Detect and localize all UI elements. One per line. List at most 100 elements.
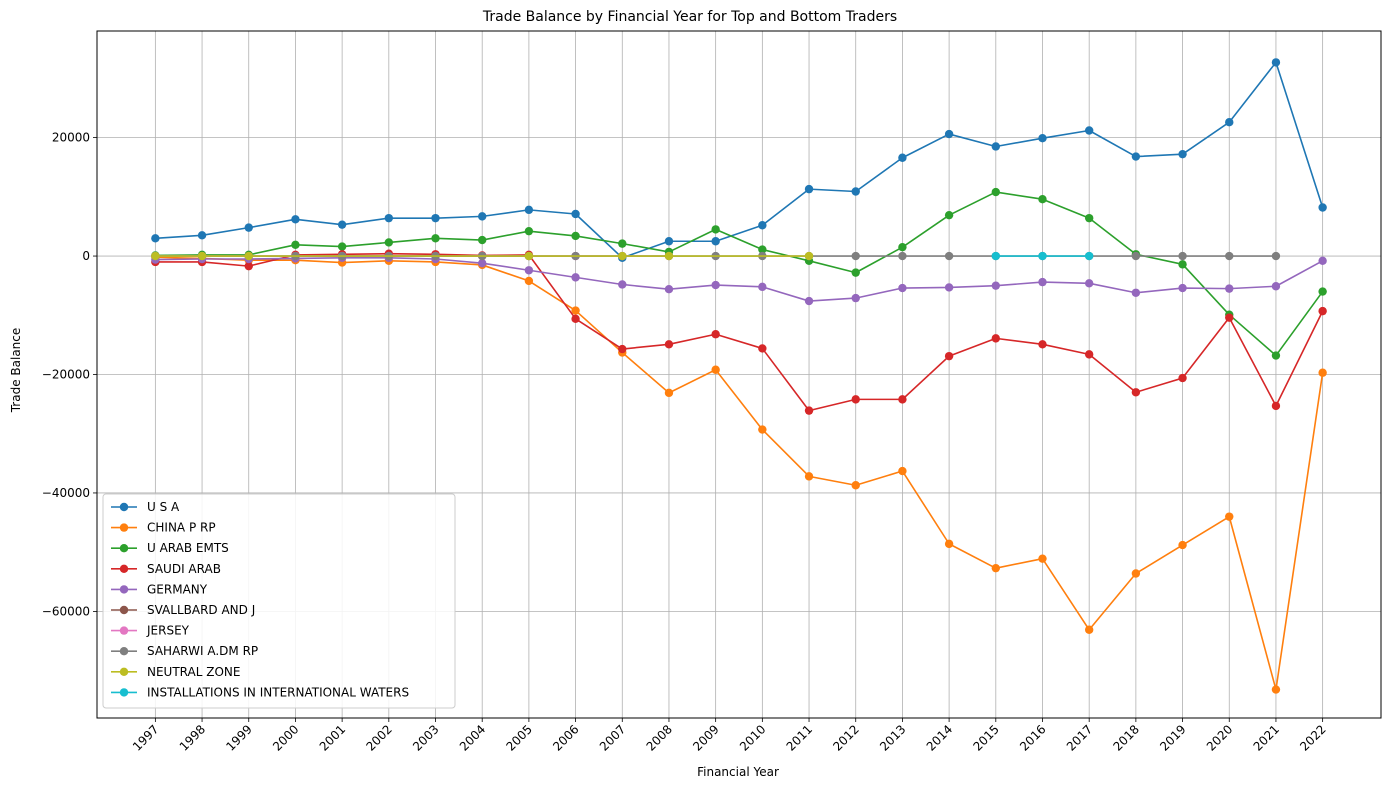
x-tick-label: 2003: [410, 722, 441, 753]
data-point: [1178, 373, 1187, 383]
legend-entry: CHINA P RP: [111, 521, 216, 535]
legend-label: SVALLBARD AND J: [147, 603, 255, 617]
data-point: [1225, 251, 1234, 261]
data-point: [1038, 277, 1047, 287]
x-tick-label: 1997: [130, 722, 161, 753]
y-tick-label: −40000: [42, 486, 90, 500]
x-tick-label: 2010: [737, 722, 768, 753]
data-point: [1084, 251, 1094, 261]
series-layer: [151, 58, 1327, 694]
legend-swatch-marker: [119, 564, 129, 573]
data-point: [1318, 256, 1327, 265]
data-point: [1038, 133, 1047, 143]
data-point: [618, 251, 627, 261]
data-point: [1318, 287, 1327, 296]
x-tick-label: 2007: [597, 722, 628, 753]
y-tick-label: −20000: [42, 368, 90, 382]
data-point: [991, 334, 1000, 343]
data-point: [991, 187, 1000, 197]
data-point: [664, 251, 674, 261]
x-tick-label: 2013: [877, 722, 908, 753]
grid: [97, 31, 1381, 718]
data-point: [524, 266, 534, 275]
x-tick-label: 2012: [830, 722, 861, 753]
data-point: [758, 425, 767, 434]
data-point: [944, 129, 954, 139]
data-point: [571, 306, 580, 315]
data-point: [1084, 279, 1094, 288]
x-tick-label: 1999: [223, 722, 254, 753]
data-point: [571, 209, 580, 219]
data-point: [758, 221, 767, 230]
legend-label: GERMANY: [147, 582, 208, 596]
data-point: [851, 395, 860, 404]
legend-swatch-marker: [119, 688, 129, 697]
legend-swatch-marker: [119, 626, 129, 635]
series-line: [155, 257, 1324, 302]
y-axis-ticks: −60000 −40000 −20000 0 20000: [42, 131, 97, 618]
x-axis-ticks: 1997 1998 1999 2000 2001 2002 2003 2004 2005 2006…: [130, 718, 1329, 754]
x-tick-label: 2019: [1157, 722, 1188, 753]
x-tick-label: 2002: [363, 722, 394, 753]
x-tick-label: 2008: [644, 722, 675, 753]
data-point: [804, 184, 814, 194]
legend-swatch-marker: [119, 544, 129, 553]
data-point: [431, 213, 440, 223]
legend-entry: SAHARWI A.DM RP: [111, 644, 258, 658]
legend-entry: NEUTRAL ZONE: [111, 665, 240, 679]
legend-entry: U S A: [111, 500, 180, 514]
data-point: [711, 225, 720, 234]
series-line: [155, 252, 1324, 412]
series-3: [151, 249, 1327, 415]
legend: U S A CHINA P RP U ARAB EMTS SAUDI ARAB GERM…: [102, 493, 456, 709]
data-point: [1318, 368, 1327, 377]
data-point: [618, 239, 627, 248]
data-point: [151, 251, 160, 261]
data-point: [851, 187, 860, 196]
data-point: [337, 242, 347, 251]
data-point: [524, 251, 534, 261]
data-point: [1038, 340, 1047, 349]
legend-label: JERSEY: [146, 624, 190, 638]
data-point: [384, 238, 394, 247]
data-point: [711, 365, 720, 374]
legend-box: [102, 493, 456, 709]
legend-label: INSTALLATIONS IN INTERNATIONAL WATERS: [147, 685, 409, 699]
y-tick-label: 0: [82, 249, 90, 263]
data-point: [1225, 284, 1234, 293]
data-point: [1038, 251, 1047, 261]
legend-label: SAUDI ARAB: [147, 562, 221, 576]
data-point: [1318, 306, 1327, 316]
data-point: [898, 251, 907, 261]
data-point: [1131, 288, 1141, 297]
chart-title: Trade Balance by Financial Year for Top …: [482, 9, 897, 25]
data-point: [804, 406, 814, 415]
data-point: [618, 344, 627, 354]
data-point: [898, 395, 907, 404]
data-point: [944, 283, 954, 292]
data-point: [1178, 283, 1187, 293]
x-tick-label: 1998: [177, 722, 208, 753]
y-axis-label: Trade Balance: [9, 328, 23, 414]
data-point: [851, 481, 860, 490]
data-point: [571, 231, 580, 241]
data-point: [524, 205, 534, 215]
data-point: [851, 251, 860, 261]
data-point: [1084, 625, 1094, 634]
data-point: [898, 466, 907, 476]
y-tick-label: −60000: [42, 604, 90, 618]
data-point: [1084, 126, 1094, 135]
data-point: [1271, 251, 1281, 261]
data-point: [1178, 540, 1187, 550]
data-point: [478, 212, 487, 221]
x-tick-label: 2015: [970, 722, 1001, 753]
x-tick-label: 2000: [270, 722, 301, 753]
series-line: [155, 191, 1324, 357]
data-point: [1225, 118, 1234, 127]
data-point: [664, 388, 674, 398]
data-point: [571, 273, 580, 282]
data-point: [151, 234, 160, 243]
data-point: [851, 268, 860, 277]
data-point: [1271, 351, 1281, 360]
